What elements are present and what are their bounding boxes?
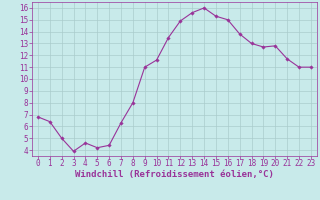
X-axis label: Windchill (Refroidissement éolien,°C): Windchill (Refroidissement éolien,°C) bbox=[75, 170, 274, 179]
